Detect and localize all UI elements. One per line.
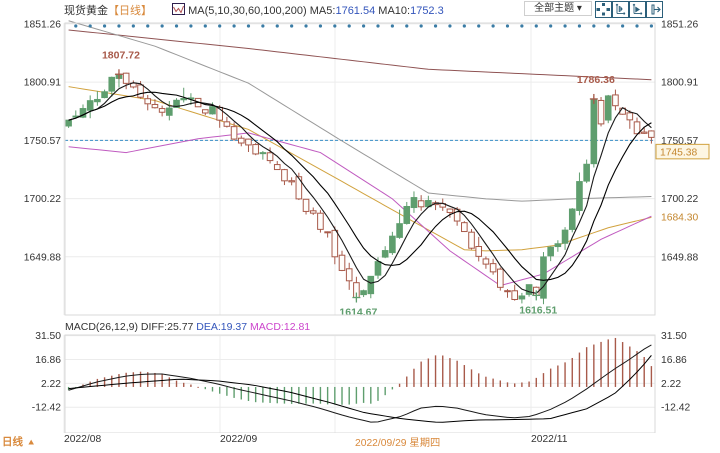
svg-text:1807.72: 1807.72 <box>102 49 140 61</box>
svg-text:1800.91: 1800.91 <box>24 78 61 89</box>
svg-text:1851.26: 1851.26 <box>661 19 698 30</box>
svg-text:1800.91: 1800.91 <box>661 78 698 89</box>
svg-text:1750.57: 1750.57 <box>24 136 61 147</box>
svg-text:-12.42: -12.42 <box>32 403 61 414</box>
svg-text:2.22: 2.22 <box>41 379 61 390</box>
svg-text:16.86: 16.86 <box>35 355 61 366</box>
svg-text:31.50: 31.50 <box>35 331 61 342</box>
svg-text:1851.26: 1851.26 <box>24 19 61 30</box>
svg-text:31.50: 31.50 <box>661 331 687 342</box>
svg-text:2.22: 2.22 <box>661 379 681 390</box>
svg-text:1700.22: 1700.22 <box>661 194 698 205</box>
svg-text:MACD(26,12,9) DIFF:25.77 DEA:: MACD(26,12,9) DIFF:25.77 DEA:19.37 MACD:… <box>65 321 310 333</box>
svg-text:1649.88: 1649.88 <box>24 252 61 263</box>
svg-text:1700.22: 1700.22 <box>24 194 61 205</box>
svg-text:1614.67: 1614.67 <box>339 307 377 319</box>
svg-text:1745.38: 1745.38 <box>660 147 697 158</box>
svg-text:-12.42: -12.42 <box>661 403 690 414</box>
svg-text:1649.88: 1649.88 <box>661 252 698 263</box>
svg-text:16.86: 16.86 <box>661 355 687 366</box>
svg-text:1786.36: 1786.36 <box>577 74 615 86</box>
svg-text:1684.30: 1684.30 <box>661 212 698 223</box>
